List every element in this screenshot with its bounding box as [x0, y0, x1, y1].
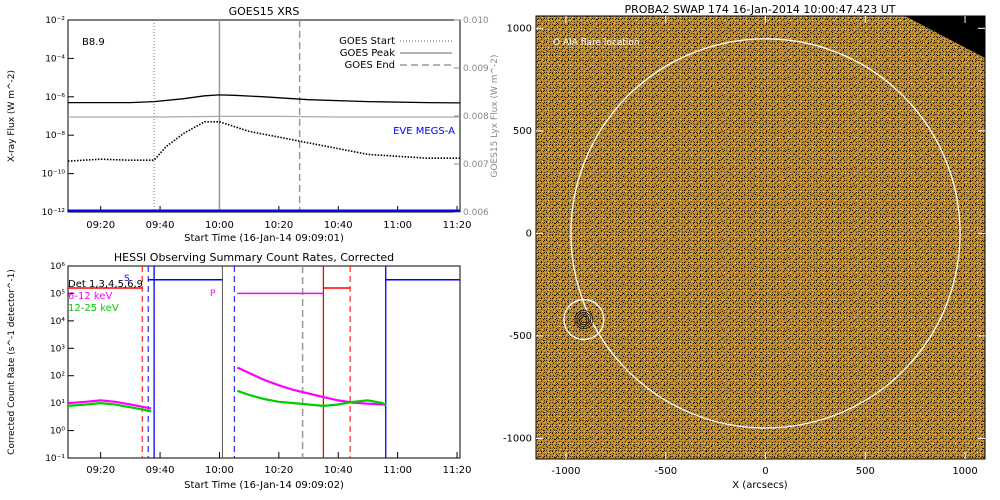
goes-ytick-label: 10⁻¹² — [42, 208, 66, 218]
hessi-legend-det: Det 1,3,4,5,6,9 — [68, 279, 143, 290]
hessi-series — [68, 287, 387, 413]
swap-image-noise — [536, 16, 985, 459]
swap-ytick-label: -1000 — [503, 433, 532, 444]
hessi-markers — [141, 266, 460, 458]
hessi-series-line — [68, 401, 152, 413]
goes-ytick-right-label: 0.008 — [463, 112, 489, 122]
hessi-xlabel: Start Time (16-Jan-14 09:09:02) — [184, 480, 344, 491]
goes-title: GOES15 XRS — [229, 5, 300, 18]
goes-ytick-label: 10⁻⁸ — [45, 131, 65, 141]
swap-ytick-label: -500 — [509, 331, 532, 342]
hessi-ytick-label: 10² — [50, 372, 65, 382]
hessi-s-marker: S — [124, 274, 130, 284]
goes-ylabel-right: GOES15 Lyx Flux (W m^-2) — [490, 54, 500, 177]
swap-annotation: O AIA flare location — [553, 38, 640, 48]
goes-series-line — [68, 121, 460, 162]
hessi-panel: HESSI Observing Summary Count Rates, Cor… — [7, 251, 471, 491]
swap-xtick-label: -1000 — [551, 466, 580, 477]
hessi-series-line — [236, 366, 386, 406]
goes-ytick-label: 10⁻⁴ — [45, 54, 65, 64]
swap-corner-mask — [905, 16, 985, 58]
hessi-p-marker: P — [210, 289, 216, 299]
swap-flare-contour — [578, 314, 590, 325]
goes-legend-end-label: GOES End — [345, 60, 395, 71]
goes-ytick-label: 10⁻⁶ — [45, 93, 65, 103]
hessi-xtick-label: 10:00 — [205, 465, 234, 476]
swap-flare-contour — [574, 310, 594, 329]
goes-legend-start-label: GOES Start — [339, 36, 395, 47]
goes-series-line — [68, 115, 460, 118]
swap-solar-limb — [570, 38, 961, 429]
hessi-xtick-label: 09:40 — [146, 465, 175, 476]
goes-xtick-label: 09:20 — [86, 220, 115, 231]
hessi-xtick-label: 10:40 — [324, 465, 353, 476]
swap-plot-frame — [535, 15, 986, 460]
swap-flare-contour — [580, 316, 588, 323]
swap-overlay — [563, 38, 961, 429]
hessi-legend-12-25: 12-25 keV — [68, 303, 119, 314]
swap-xtick-label: 0 — [762, 466, 768, 477]
hessi-xtick-label: 11:00 — [383, 465, 412, 476]
swap-title: PROBA2 SWAP 174 16-Jan-2014 10:00:47.423… — [624, 3, 895, 16]
swap-xlabel: X (arcsecs) — [732, 480, 788, 491]
swap-y-axis: -1000 -500 0 500 1000 — [503, 23, 985, 444]
hessi-ytick-label: 10⁴ — [50, 317, 65, 327]
goes-ytick-label: 10⁻¹⁰ — [42, 170, 66, 180]
hessi-ytick-label: 10⁵ — [50, 289, 65, 299]
goes-xtick-label: 10:20 — [264, 220, 293, 231]
hessi-ytick-label: 10¹ — [50, 399, 65, 409]
goes-ytick-right-label: 0.010 — [463, 16, 489, 26]
swap-xtick-label: -500 — [654, 466, 677, 477]
hessi-xtick-label: 09:20 — [86, 465, 115, 476]
swap-flare-contour — [576, 312, 592, 327]
hessi-ytick-label: 10³ — [50, 344, 65, 354]
hessi-legend: Det 1,3,4,5,6,9 6-12 keV 12-25 keV — [68, 279, 143, 314]
hessi-ytick-label: 10⁶ — [50, 262, 65, 272]
swap-ytick-label: 500 — [513, 126, 532, 137]
goes-series-line — [68, 94, 460, 104]
goes-class-label: B8.9 — [82, 37, 105, 48]
swap-ytick-label: 1000 — [507, 23, 532, 34]
goes-xtick-label: 11:00 — [383, 220, 412, 231]
hessi-xtick-label: 11:20 — [443, 465, 472, 476]
goes-xlabel: Start Time (16-Jan-14 09:09:01) — [184, 233, 344, 244]
swap-panel: PROBA2 SWAP 174 16-Jan-2014 10:00:47.423… — [503, 3, 986, 491]
goes-ylabel: X-ray Flux (W m^-2) — [7, 70, 17, 162]
goes-panel: GOES15 XRS 10⁻¹² 10⁻¹⁰ 10⁻⁸ 10⁻⁶ 10⁻⁴ 10⁻² 0.… — [7, 5, 500, 244]
hessi-plot-frame — [67, 265, 461, 459]
goes-eve-label: EVE MEGS-A — [393, 126, 455, 137]
hessi-title: HESSI Observing Summary Count Rates, Cor… — [114, 251, 394, 264]
goes-ytick-right-label: 0.009 — [463, 64, 489, 74]
hessi-series-line — [236, 389, 387, 408]
hessi-ytick-label: 10⁻¹ — [45, 454, 65, 464]
swap-flare-circle — [563, 298, 605, 341]
goes-ytick-label: 10⁻² — [45, 16, 65, 26]
goes-legend: GOES Start GOES Peak GOES End — [339, 36, 452, 71]
swap-x-axis: -1000 -500 0 500 1000 — [551, 16, 978, 477]
goes-xtick-label: 09:40 — [146, 220, 175, 231]
hessi-xtick-label: 10:20 — [264, 465, 293, 476]
goes-ytick-right-label: 0.006 — [463, 208, 489, 218]
hessi-ylabel: Corrected Count Rate (s^-1 detector^-1) — [7, 269, 17, 455]
swap-xtick-label: 500 — [856, 466, 875, 477]
hessi-ytick-label: 10⁰ — [50, 427, 65, 437]
hessi-series-line — [68, 399, 152, 410]
goes-xtick-label: 10:40 — [324, 220, 353, 231]
swap-ytick-label: 0 — [526, 228, 532, 239]
goes-series — [68, 94, 460, 212]
hessi-legend-6-12: 6-12 keV — [68, 291, 112, 302]
goes-legend-peak-label: GOES Peak — [340, 48, 395, 59]
swap-xtick-label: 1000 — [952, 466, 977, 477]
goes-xtick-label: 10:00 — [205, 220, 234, 231]
goes-xtick-label: 11:20 — [443, 220, 472, 231]
goes-ytick-right-label: 0.007 — [463, 160, 489, 170]
hessi-x-axis: 09:20 09:40 10:00 10:20 10:40 11:00 11:20 — [86, 452, 471, 476]
